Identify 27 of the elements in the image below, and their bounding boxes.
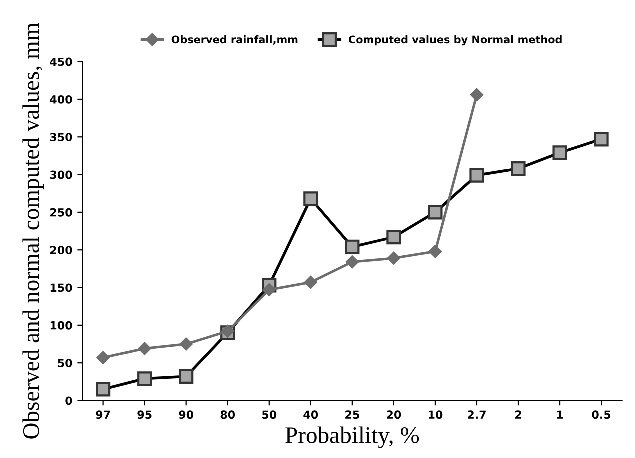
y-tick-label: 150	[50, 284, 72, 292]
x-tick-label: 2	[516, 410, 522, 419]
y-tick-label: 0	[66, 396, 72, 406]
x-tick-label: 50	[262, 410, 277, 420]
y-tick-label: 200	[50, 246, 72, 254]
y-tick-label: 300	[50, 170, 72, 180]
legend-label: Computed values by Normal method	[348, 36, 562, 46]
y-tick-label: 450	[50, 58, 72, 66]
x-tick-label: 2.7	[468, 410, 486, 419]
legend-label: Observed rainfall,mm	[172, 36, 298, 45]
x-axis-title: Probability, %	[286, 426, 420, 448]
x-tick-label: 90	[179, 410, 194, 420]
x-tick-label: 10	[428, 410, 443, 420]
x-tick-label: 95	[138, 410, 152, 420]
x-tick-label: 1	[557, 410, 564, 419]
y-tick-label: 350	[50, 133, 72, 142]
y-tick-label: 250	[50, 208, 72, 217]
y-tick-label: 400	[50, 95, 72, 104]
x-tick-label: 20	[387, 410, 402, 420]
y-tick-label: 100	[50, 321, 72, 330]
x-tick-label: 0.5	[592, 410, 611, 420]
y-axis-title: Observed and normal computed values, mm	[22, 23, 44, 439]
x-tick-label: 25	[346, 410, 360, 420]
x-tick-label: 97	[96, 410, 110, 420]
x-tick-label: 40	[304, 410, 318, 420]
y-tick-label: 50	[58, 359, 72, 368]
x-tick-label: 80	[220, 410, 236, 420]
